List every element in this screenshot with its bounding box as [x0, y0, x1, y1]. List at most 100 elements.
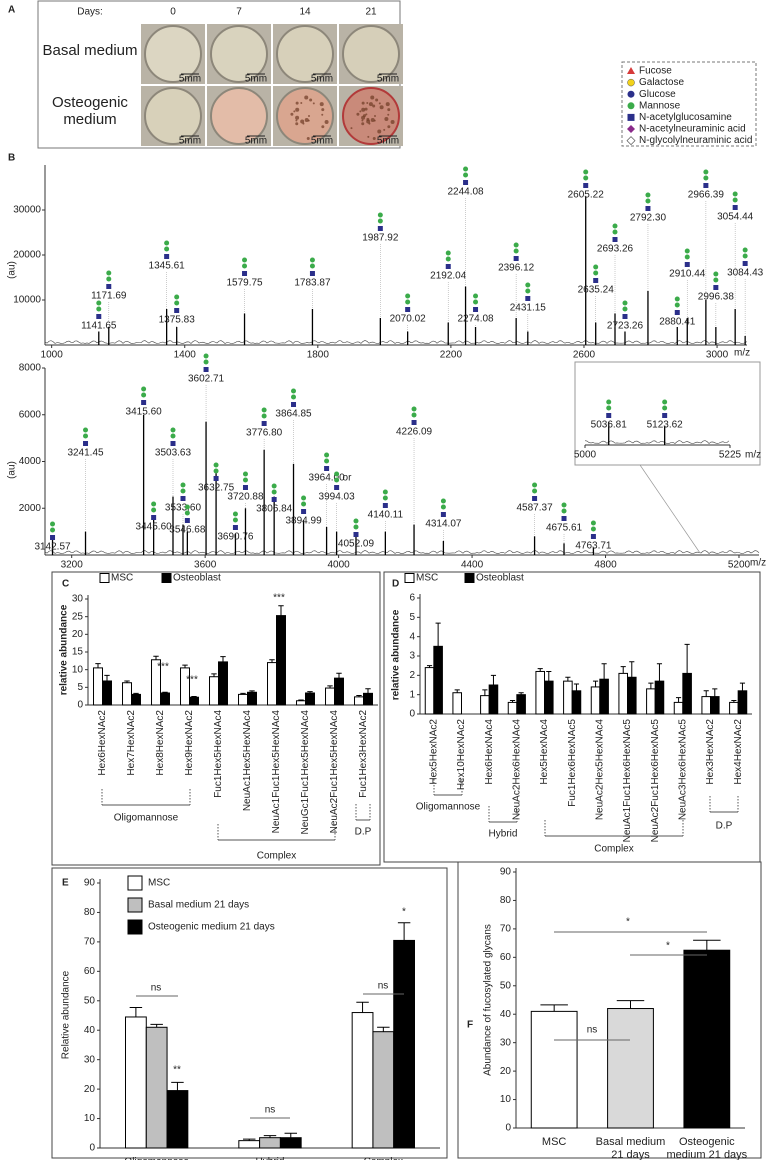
- x-tick-label: 3600: [194, 560, 217, 571]
- mineral-spot: [359, 110, 362, 113]
- y-axis-label: relative abundance: [59, 604, 70, 695]
- peak-label: 2910.44: [669, 269, 706, 280]
- glycan-icon: [334, 477, 340, 483]
- day-label: 14: [299, 7, 311, 18]
- peak-label: 3864.85: [275, 409, 312, 420]
- mineral-spot: [366, 117, 370, 121]
- error-bar: [490, 674, 497, 685]
- legend-label: Glucose: [639, 89, 676, 100]
- error-bar: [249, 690, 255, 693]
- mineral-spot: [295, 101, 299, 105]
- significance-label: ns: [151, 983, 162, 994]
- glycan-icon: [606, 405, 612, 411]
- glycan-icon: [532, 482, 538, 488]
- panel-label: A: [8, 5, 15, 16]
- glycan-icon: [301, 509, 307, 514]
- mineral-spot: [356, 112, 360, 116]
- glycan-icon: [445, 256, 451, 262]
- legend-label: Osteoblast: [476, 573, 524, 584]
- y-tick-label: 4: [409, 631, 415, 642]
- fucose-symbol: [627, 67, 635, 74]
- x-tick-label: Hex9HexNAc2: [184, 710, 195, 776]
- mineral-spot: [378, 102, 381, 105]
- glycan-icon: [622, 306, 628, 312]
- glycan-icon: [232, 511, 238, 517]
- glycan-icon: [170, 427, 176, 433]
- x-tick-label: Hex5HexNAc4: [539, 719, 550, 785]
- glycan-icon: [213, 462, 219, 468]
- peak-label: 1171.69: [91, 291, 127, 302]
- glycan-icon: [324, 452, 330, 458]
- mineral-spot: [377, 129, 382, 134]
- mineral-spot: [300, 102, 303, 105]
- x-tick-label: 4000: [327, 560, 350, 571]
- peak-label: 3546.68: [169, 525, 206, 536]
- glycan-icon: [525, 282, 531, 288]
- peak-label: 3054.44: [717, 212, 754, 223]
- glycan-icon: [106, 284, 112, 289]
- glycan-icon: [151, 501, 157, 507]
- scale-bar-label: 5mm: [311, 136, 333, 147]
- glycan-icon: [141, 392, 147, 398]
- glycan-icon: [301, 501, 307, 507]
- error-bar: [356, 694, 362, 697]
- bar: [218, 661, 228, 706]
- error-bar: [592, 680, 599, 687]
- error-bar: [482, 689, 488, 696]
- x-tick-label: 5200: [728, 560, 751, 571]
- peak-label: 3894.99: [285, 516, 322, 527]
- y-tick-label: 30: [500, 1037, 512, 1048]
- glycan-icon: [174, 300, 180, 306]
- glycan-icon: [271, 489, 277, 495]
- group-bracket: [488, 806, 518, 822]
- mineral-spot: [365, 113, 368, 116]
- glycan-icon: [463, 172, 469, 178]
- y-tick-label: 70: [84, 937, 96, 948]
- mineral-spot: [361, 122, 365, 126]
- error-bar: [307, 691, 313, 693]
- glycan-icon: [353, 524, 359, 530]
- bar: [535, 670, 546, 715]
- peak-label: 1783.87: [294, 278, 331, 289]
- scale-bar-label: 5mm: [377, 136, 399, 147]
- glycan-icon: [377, 218, 383, 224]
- bar: [607, 1008, 654, 1129]
- group-label: Complex: [594, 844, 633, 855]
- glycan-icon: [742, 247, 748, 253]
- glycan-icon: [301, 495, 307, 501]
- mineral-spot: [295, 119, 298, 122]
- peak-label: 2996.38: [698, 292, 735, 303]
- bar: [507, 701, 518, 715]
- glycan-icon: [411, 406, 417, 412]
- peak-label: 3720.88: [227, 492, 264, 503]
- glycan-icon: [411, 412, 417, 418]
- peak-label: 2693.26: [597, 244, 634, 255]
- error-bar: [703, 690, 709, 697]
- glycan-icon: [561, 502, 567, 508]
- baseline-noise: [44, 550, 760, 554]
- glycan-icon: [151, 507, 157, 513]
- glycan-icon: [525, 288, 531, 294]
- y-tick-label: 6000: [19, 409, 42, 420]
- bar: [618, 672, 629, 715]
- bar: [433, 645, 443, 715]
- glycan-icon: [590, 534, 596, 539]
- y-tick-label: 1: [409, 689, 415, 700]
- glycan-icon: [309, 263, 315, 269]
- bar: [544, 680, 554, 715]
- y-tick-label: 0: [89, 1143, 95, 1154]
- y-tick-label: 80: [84, 907, 96, 918]
- glycan-icon: [405, 293, 411, 299]
- y-tick-label: 50: [84, 995, 96, 1006]
- peak-label: 3776.80: [246, 428, 283, 439]
- bar: [325, 687, 336, 706]
- x-tick-label: 3200: [61, 560, 84, 571]
- y-tick-label: 90: [500, 867, 512, 878]
- mineral-spot: [366, 102, 369, 105]
- x-tick-label: Osteogenic medium 21 days: [666, 1136, 748, 1160]
- glcnac-symbol: [627, 113, 635, 121]
- y-tick-label: 40: [500, 1009, 512, 1020]
- mineral-spot: [372, 136, 376, 140]
- x-tick-label: 3000: [706, 350, 729, 361]
- bar: [673, 701, 684, 715]
